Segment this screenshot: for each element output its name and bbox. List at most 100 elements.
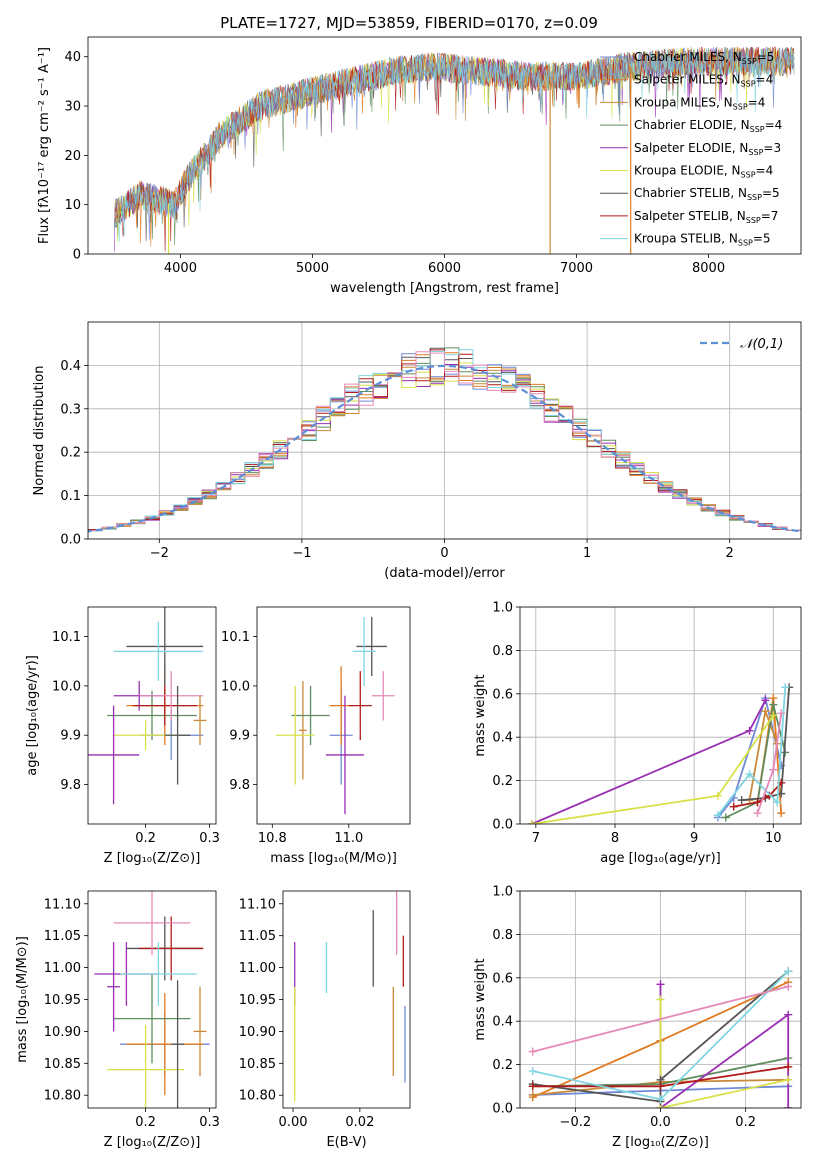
mass_vs_ebv-ytick-label: 10.95 <box>239 993 276 1008</box>
age_vs_Z-ytick-label: 9.8 <box>60 778 81 793</box>
spectrum-series-line <box>114 46 795 247</box>
residuals-plot-area <box>88 322 801 539</box>
spectrum-series-line <box>114 46 795 243</box>
age_vs_Z-ytick-label: 10.1 <box>52 630 81 645</box>
mass_vs_Z-ytick-label: 11.00 <box>44 961 81 976</box>
age_vs_Z-panel: 0.2 0.3 9.8 9.9 10.0 10.1 Z [log₁₀(Z/Z⊙)] age [… <box>25 606 220 866</box>
age_vs_mass-frame <box>256 606 411 825</box>
weight_vs_Z-ytick-label: 0.2 <box>492 1058 513 1073</box>
mass_vs_Z-xlabel: Z [log₁₀(Z/Z⊙)] <box>104 1135 201 1150</box>
residuals-xtick-label: −2 <box>150 546 169 561</box>
spectrum-legend: Chabrier MILES, NSSP=5 Salpeter MILES, NS… <box>600 50 782 248</box>
residuals-ylabel: Normed distribution <box>32 366 47 496</box>
mass_vs_Z-ytick-label: 10.95 <box>44 993 81 1008</box>
weight_vs_Z-xlabel: Z [log₁₀(Z/Z⊙)] <box>612 1135 709 1150</box>
mass-weight-marker <box>528 1067 537 1076</box>
residuals-ytick-label: 0.2 <box>60 446 81 461</box>
mass-weight-marker <box>528 1082 537 1091</box>
weight_vs_age-ylabel: mass weight <box>473 674 488 756</box>
mass-weight-marker <box>784 967 793 976</box>
mass_vs_Z-ytick-label: 11.05 <box>44 929 81 944</box>
spectrum-frame <box>87 36 802 255</box>
spectrum-xtick-label: 6000 <box>428 261 461 276</box>
mass_vs_Z-xtick-label: 0.2 <box>135 1115 156 1130</box>
weight_vs_age-plot-area <box>520 607 801 824</box>
weight_vs_age-xlabel: age [log₁₀(age/yr)] <box>600 851 721 866</box>
mass_vs_ebv-ytick-label: 10.80 <box>239 1089 276 1104</box>
mass_vs_Z-ytick-label: 10.90 <box>44 1025 81 1040</box>
weight_vs_Z-xtick-label: −0.2 <box>560 1115 592 1130</box>
age_vs_Z-ylabel: age [log₁₀(age/yr)] <box>25 655 40 776</box>
spectrum-title: PLATE=1727, MJD=53859, FIBERID=0170, z=0… <box>220 14 598 32</box>
age_vs_mass-plot-area <box>276 616 395 815</box>
mass-weight-marker <box>773 798 782 807</box>
weight_vs_age-ytick-label: 0.0 <box>492 818 513 833</box>
weight_vs_age-xtick-label: 8 <box>611 831 619 846</box>
weight_vs_age-ytick-label: 0.8 <box>492 644 513 659</box>
mass-weight-marker <box>777 809 786 818</box>
age_vs_mass-xtick-label: 11.0 <box>334 831 363 846</box>
spectrum-plot-area <box>114 46 795 254</box>
mass-weight-marker <box>784 1062 793 1071</box>
residuals-ytick-label: 0.0 <box>60 533 81 548</box>
mass-weight-marker <box>528 1090 537 1099</box>
mass_vs_Z-ytick-label: 11.10 <box>44 897 81 912</box>
age_vs_mass-panel: 10.8 11.0 9.8 9.9 10.0 10.1 mass [log₁₀(M/M⊙)] <box>221 606 411 866</box>
mass-weight-marker <box>781 683 790 692</box>
weight_vs_Z-ytick-label: 1.0 <box>492 885 513 900</box>
mass_vs_Z-ylabel: mass [log₁₀(M/M⊙)] <box>15 936 30 1063</box>
mass_vs_ebv-xtick-label: 0.02 <box>345 1115 374 1130</box>
spectrum-ytick-label: 30 <box>64 100 81 115</box>
mass-weight-line <box>532 985 789 1053</box>
mass_vs_ebv-ytick-label: 10.85 <box>239 1057 276 1072</box>
mass-weight-marker <box>745 726 754 735</box>
residuals-frame <box>87 321 802 540</box>
mass-weight-marker <box>753 809 762 818</box>
mass_vs_Z-xtick-label: 0.3 <box>199 1115 220 1130</box>
mass_vs_ebv-ytick-label: 11.00 <box>239 961 276 976</box>
legend-entry-label: 𝒩(0,1) <box>740 337 783 352</box>
weight_vs_Z-ytick-label: 0.8 <box>492 928 513 943</box>
legend-entry-label: Kroupa STELIB, NSSP=5 <box>634 232 771 248</box>
spectrum-ytick-label: 10 <box>64 198 81 213</box>
age_vs_mass-ytick-label: 10.0 <box>221 679 250 694</box>
residuals-xtick-label: 0 <box>440 546 448 561</box>
weight_vs_Z-plot-area <box>520 891 801 1108</box>
residuals-xtick-label: 1 <box>583 546 591 561</box>
mass-weight-marker <box>721 813 730 822</box>
weight_vs_age-xtick-label: 10 <box>765 831 782 846</box>
mass-weight-marker <box>656 1082 665 1091</box>
mass-weight-marker <box>769 700 778 709</box>
mass_vs_ebv-frame <box>282 890 411 1109</box>
mass_vs_Z-plot-area <box>94 891 210 1108</box>
mass-weight-line <box>659 999 789 1108</box>
weight_vs_age-frame <box>519 606 802 825</box>
mass-weight-marker <box>769 711 778 720</box>
mass-weight-marker <box>737 796 746 805</box>
age_vs_Z-plot-area <box>88 607 207 805</box>
residuals-ytick-label: 0.1 <box>60 489 81 504</box>
spectrum-panel: 4000 5000 6000 7000 8000 0 10 20 30 40 wavelength … <box>37 36 802 296</box>
legend-entry-label: Chabrier ELODIE, NSSP=4 <box>634 118 782 134</box>
weight_vs_age-panel: 7 8 9 10 0.0 0.2 0.4 0.6 0.8 1.0 age [log₁₀(age/yr… <box>473 601 802 866</box>
spectrum-xtick-label: 5000 <box>296 261 329 276</box>
spectrum-ytick-label: 0 <box>73 248 81 263</box>
mass_vs_Z-ytick-label: 10.80 <box>44 1089 81 1104</box>
mass-weight-marker <box>656 980 665 989</box>
age_vs_mass-ytick-label: 9.9 <box>229 729 250 744</box>
spectrum-xtick-label: 8000 <box>692 261 725 276</box>
mass_vs_ebv-xtick-label: 0.00 <box>279 1115 308 1130</box>
mass-weight-marker <box>713 811 722 820</box>
mass-weight-marker <box>656 995 665 1004</box>
legend-entry-label: Salpeter MILES, NSSP=4 <box>634 73 773 89</box>
mass-weight-marker <box>784 1010 793 1019</box>
mass-weight-marker <box>527 820 536 824</box>
age_vs_mass-ytick-label: 10.1 <box>221 630 250 645</box>
weight_vs_Z-ytick-label: 0.6 <box>492 971 513 986</box>
mass-weight-marker <box>777 709 786 718</box>
weight_vs_age-ytick-label: 0.2 <box>492 774 513 789</box>
mass_vs_ebv-plot-area <box>294 891 406 1102</box>
mass_vs_ebv-panel: 0.00 0.02 10.80 10.85 10.90 10.95 11.00 11.05 11… <box>239 890 411 1150</box>
spectrum-xtick-label: 7000 <box>560 261 593 276</box>
